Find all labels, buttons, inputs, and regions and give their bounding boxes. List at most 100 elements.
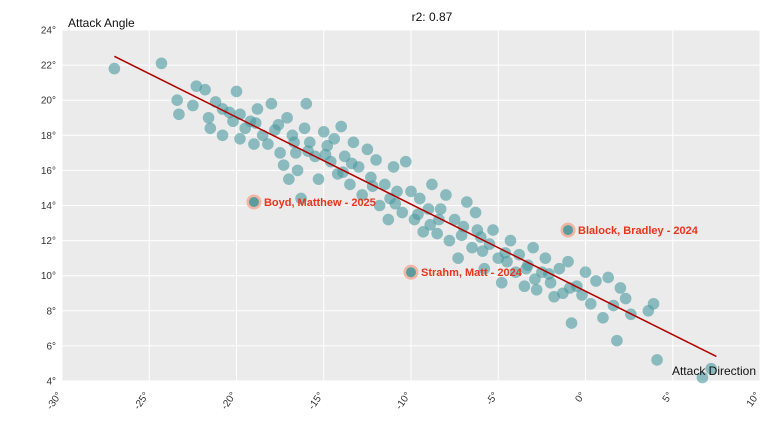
chart-title: r2: 0.87: [412, 10, 453, 24]
highlight-label: Boyd, Matthew - 2025: [264, 197, 376, 209]
data-point: [565, 317, 578, 329]
data-point: [366, 180, 379, 192]
data-point: [504, 234, 517, 247]
x-axis-title: Attack Direction: [672, 364, 756, 378]
data-point: [319, 148, 332, 161]
data-point: [290, 147, 302, 159]
y-tick-label: 8°: [46, 306, 56, 317]
data-point: [248, 138, 260, 150]
data-point: [431, 227, 443, 240]
data-point: [513, 248, 525, 261]
data-point: [647, 297, 660, 310]
y-tick-label: 12°: [41, 236, 56, 247]
data-point: [262, 138, 274, 150]
data-point: [543, 268, 555, 280]
data-point: [202, 111, 215, 124]
data-point: [527, 241, 539, 254]
data-point: [272, 118, 285, 131]
data-point: [291, 164, 304, 177]
data-point: [544, 276, 557, 289]
data-point: [171, 94, 183, 106]
data-point: [234, 133, 246, 145]
data-point: [611, 334, 623, 347]
data-point: [361, 143, 374, 156]
highlight-label: Strahm, Matt - 2024: [421, 267, 523, 279]
data-point: [602, 271, 614, 284]
y-tick-label: 4°: [46, 377, 56, 388]
data-point: [562, 255, 574, 268]
data-point: [365, 171, 377, 184]
data-point: [317, 125, 330, 138]
y-tick-label: 20°: [41, 96, 56, 107]
data-point: [298, 122, 311, 135]
data-point: [576, 289, 588, 301]
data-point: [328, 133, 341, 145]
data-point: [382, 213, 395, 226]
data-point: [303, 136, 316, 149]
data-point: [283, 173, 295, 185]
y-axis-title: Attack Angle: [68, 16, 135, 30]
data-point: [389, 197, 402, 210]
highlight-point: [563, 225, 574, 236]
data-point: [412, 208, 424, 221]
y-tick-label: 16°: [41, 166, 56, 177]
data-point: [344, 178, 356, 191]
data-point: [281, 111, 293, 124]
data-point: [216, 129, 229, 142]
data-point: [520, 262, 532, 275]
data-point: [597, 312, 609, 324]
data-point: [553, 262, 566, 275]
data-point: [335, 120, 348, 133]
data-point: [312, 173, 325, 185]
data-point: [251, 103, 264, 115]
y-tick-label: 14°: [41, 201, 56, 212]
data-point: [651, 354, 663, 366]
data-point: [614, 282, 627, 294]
data-point: [155, 57, 168, 70]
data-point: [405, 185, 417, 198]
data-point: [471, 224, 484, 236]
data-point: [345, 157, 358, 170]
data-point: [277, 159, 290, 171]
y-tick-label: 6°: [46, 341, 56, 352]
data-point: [396, 206, 409, 219]
data-point: [300, 97, 313, 110]
data-point: [356, 189, 368, 201]
data-point: [476, 245, 489, 257]
data-point: [509, 266, 522, 278]
y-tick-label: 24°: [41, 26, 56, 37]
data-point: [440, 189, 452, 201]
data-point: [466, 241, 478, 254]
data-point: [705, 362, 717, 375]
grid-lines: [61, 29, 761, 382]
data-point: [501, 255, 513, 268]
data-point: [495, 276, 508, 289]
data-point: [455, 229, 468, 242]
data-point: [452, 252, 464, 264]
highlighted-players: Boyd, Matthew - 2025 Blalock, Bradley - 2…: [246, 194, 699, 280]
data-point: [530, 283, 543, 296]
data-point: [448, 213, 461, 226]
highlight-point: [406, 267, 416, 278]
trendline: [114, 55, 717, 358]
data-point: [529, 273, 541, 286]
data-point: [274, 147, 286, 159]
data-point: [424, 219, 436, 231]
data-point: [434, 203, 447, 215]
data-point: [579, 266, 592, 278]
data-point: [370, 154, 382, 166]
data-point: [443, 234, 456, 247]
data-point: [548, 290, 560, 303]
data-point: [295, 192, 307, 205]
data-point: [518, 280, 531, 293]
data-point: [199, 83, 211, 96]
data-point: [190, 80, 203, 92]
y-tick-label: 10°: [41, 271, 56, 282]
data-point: [590, 275, 602, 287]
data-point: [696, 371, 709, 384]
data-point: [469, 206, 482, 219]
data-point: [413, 192, 426, 205]
highlight-point: [248, 196, 259, 207]
